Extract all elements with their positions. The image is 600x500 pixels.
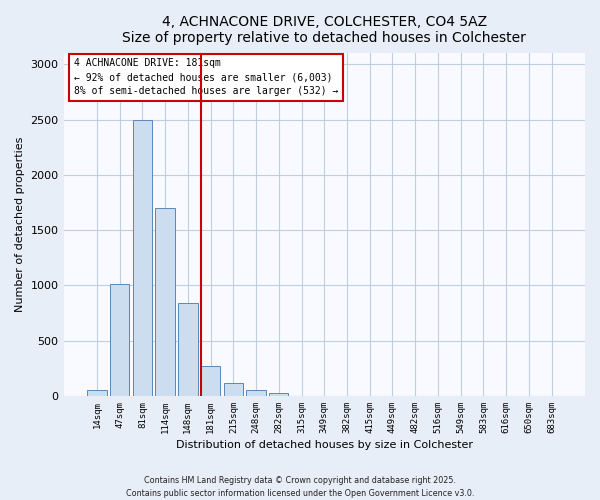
Bar (269, 392, 289, 396)
Bar (87, 390, 107, 396)
Bar (247, 390, 266, 396)
Title: 4, ACHNACONE DRIVE, COLCHESTER, CO4 5AZ
Size of property relative to detached ho: 4, ACHNACONE DRIVE, COLCHESTER, CO4 5AZ … (122, 15, 526, 45)
Y-axis label: Number of detached properties: Number of detached properties (15, 137, 25, 312)
Text: 4 ACHNACONE DRIVE: 181sqm
← 92% of detached houses are smaller (6,003)
8% of sem: 4 ACHNACONE DRIVE: 181sqm ← 92% of detac… (74, 58, 338, 96)
Bar (133, 120, 152, 396)
Bar (155, 208, 175, 396)
X-axis label: Distribution of detached houses by size in Colchester: Distribution of detached houses by size … (176, 440, 473, 450)
Text: Contains HM Land Registry data © Crown copyright and database right 2025.
Contai: Contains HM Land Registry data © Crown c… (126, 476, 474, 498)
Bar (201, 366, 220, 396)
Bar (178, 303, 197, 396)
Bar (224, 382, 243, 396)
Bar (110, 284, 130, 396)
